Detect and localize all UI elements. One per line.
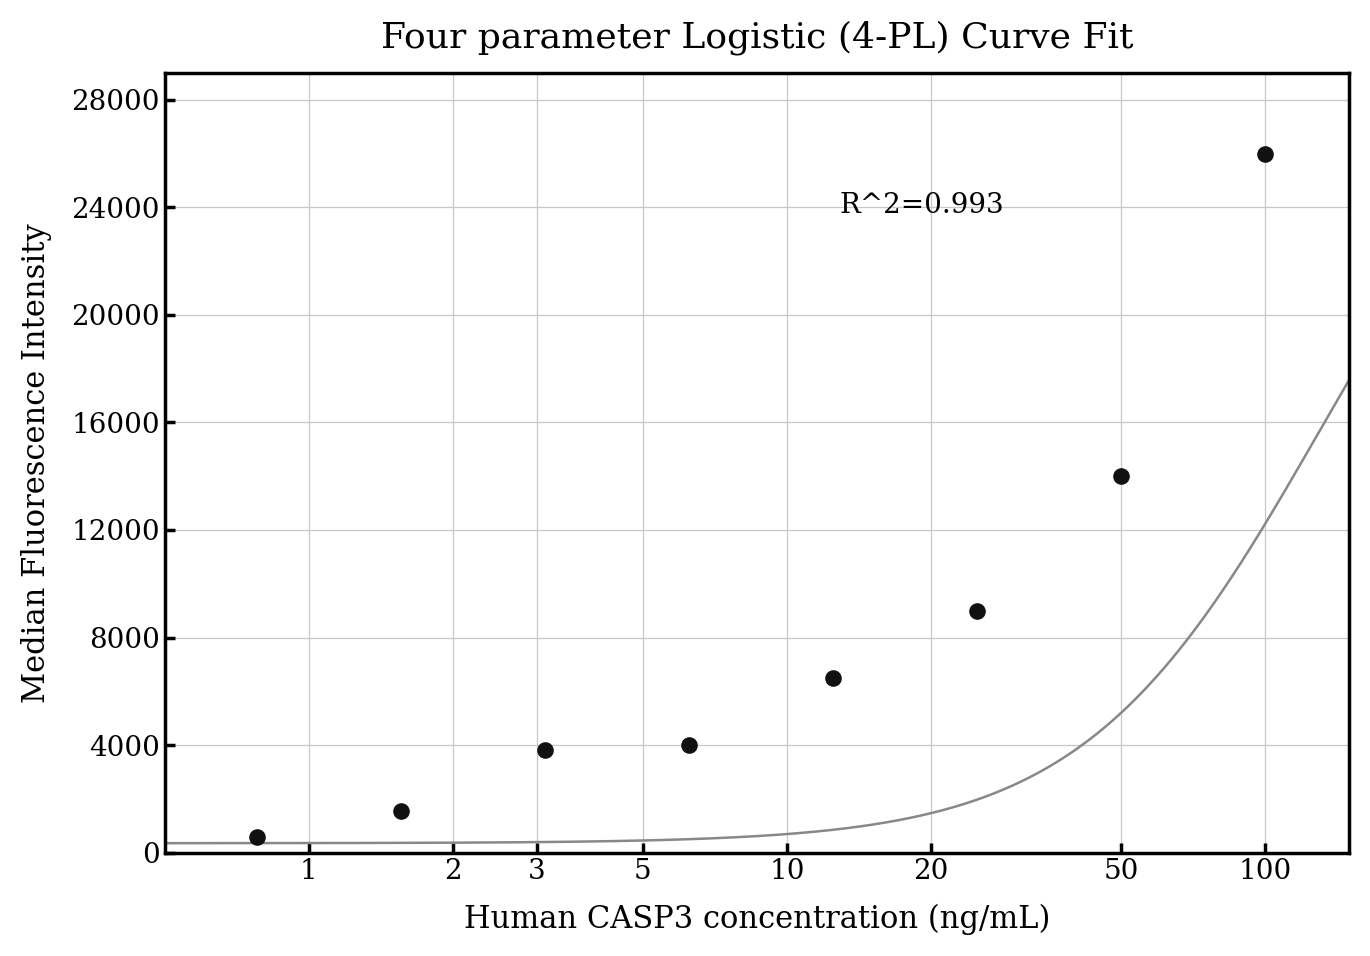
Point xyxy=(678,737,700,752)
Point xyxy=(1110,468,1132,484)
Point xyxy=(390,803,412,818)
Y-axis label: Median Fluorescence Intensity: Median Fluorescence Intensity xyxy=(21,223,52,703)
X-axis label: Human CASP3 concentration (ng/mL): Human CASP3 concentration (ng/mL) xyxy=(464,904,1051,935)
Title: Four parameter Logistic (4-PL) Curve Fit: Four parameter Logistic (4-PL) Curve Fit xyxy=(381,21,1133,55)
Point xyxy=(822,670,844,685)
Point xyxy=(534,743,556,758)
Point xyxy=(247,829,269,844)
Point xyxy=(1254,146,1275,162)
Text: R^2=0.993: R^2=0.993 xyxy=(840,192,1004,219)
Point xyxy=(966,603,988,619)
